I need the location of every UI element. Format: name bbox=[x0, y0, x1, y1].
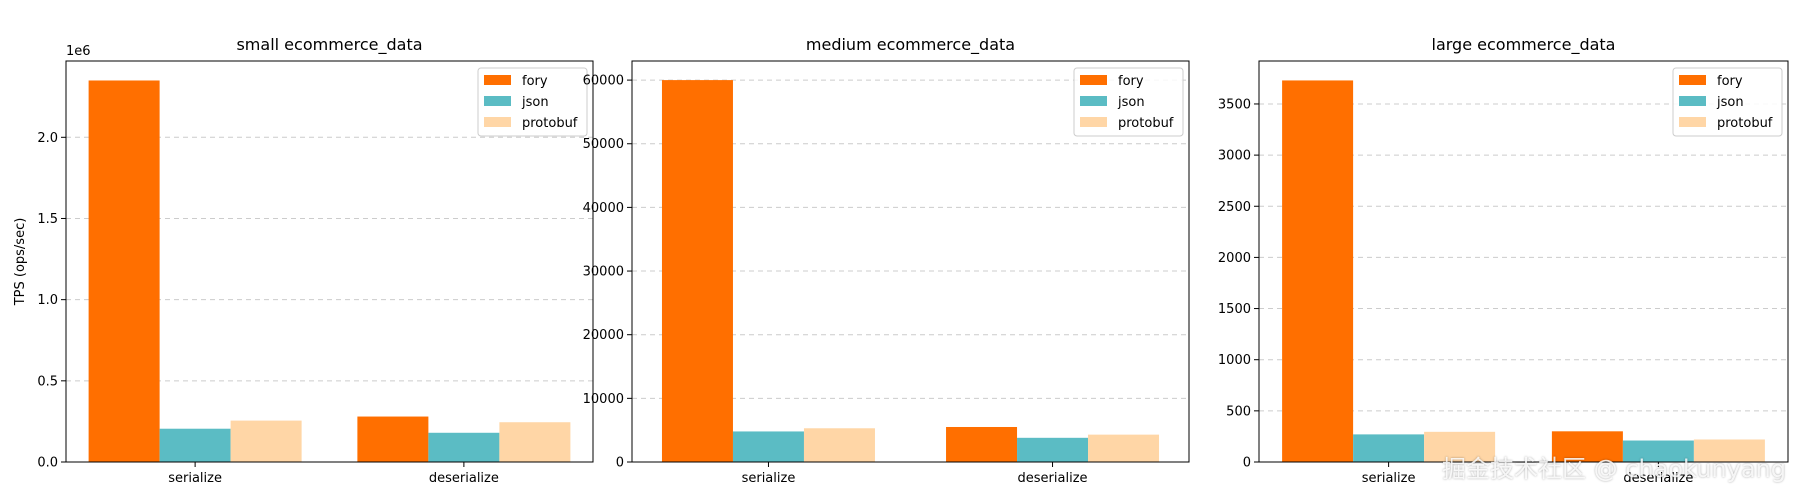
bar-json-deserialize bbox=[428, 432, 500, 462]
y-tick-label: 3500 bbox=[1218, 97, 1251, 112]
axes-frame bbox=[631, 60, 1190, 463]
y-tick-label: 0 bbox=[616, 456, 624, 471]
y-tick-label: 2000 bbox=[1218, 251, 1251, 266]
legend-swatch-protobuf bbox=[484, 117, 511, 127]
legend-label-fory: fory bbox=[1118, 74, 1144, 89]
bar-fory-deserialize bbox=[357, 416, 429, 462]
axes-frame bbox=[65, 60, 594, 463]
y-tick-label: 2500 bbox=[1218, 200, 1251, 215]
chart-title: small ecommerce_data bbox=[236, 35, 422, 55]
bar-json-serialize bbox=[732, 431, 804, 462]
chart-panel-3: serialize deserialize 0 500 1000 1500 2000 2500… bbox=[1218, 35, 1789, 486]
chart-title: medium ecommerce_data bbox=[806, 35, 1015, 55]
legend-swatch-fory bbox=[1679, 75, 1706, 85]
x-tick-label: serialize bbox=[168, 471, 222, 486]
y-tick-label: 1.5 bbox=[37, 212, 58, 227]
legend: fory json protobuf bbox=[477, 67, 588, 137]
bar-json-deserialize bbox=[1622, 440, 1694, 462]
legend-label-protobuf: protobuf bbox=[522, 116, 578, 131]
bar-fory-deserialize bbox=[1551, 431, 1623, 462]
y-offset-text: 1e6 bbox=[66, 44, 91, 59]
y-tick-label: 60000 bbox=[583, 74, 624, 89]
bar-protobuf-serialize bbox=[230, 420, 302, 462]
legend-swatch-protobuf bbox=[1080, 117, 1107, 127]
bar-protobuf-serialize bbox=[803, 428, 875, 462]
legend-label-fory: fory bbox=[1717, 74, 1743, 89]
x-tick-label: deserialize bbox=[429, 471, 499, 486]
legend-swatch-fory bbox=[1080, 75, 1107, 85]
bar-protobuf-deserialize bbox=[1088, 434, 1160, 462]
legend-swatch-json bbox=[484, 96, 511, 106]
legend-label-protobuf: protobuf bbox=[1118, 116, 1174, 131]
bar-fory-serialize bbox=[1282, 80, 1354, 463]
chart-title: large ecommerce_data bbox=[1432, 35, 1616, 55]
legend: fory json protobuf bbox=[1672, 67, 1783, 137]
legend-swatch-json bbox=[1679, 96, 1706, 106]
legend-swatch-json bbox=[1080, 96, 1107, 106]
y-tick-label: 30000 bbox=[583, 265, 624, 280]
y-tick-label: 2.0 bbox=[37, 131, 58, 146]
y-tick-label: 20000 bbox=[583, 328, 624, 343]
legend-label-protobuf: protobuf bbox=[1717, 116, 1773, 131]
y-tick-label: 3000 bbox=[1218, 149, 1251, 164]
legend-swatch-protobuf bbox=[1679, 117, 1706, 127]
y-tick-label: 0 bbox=[1243, 456, 1251, 471]
bar-json-deserialize bbox=[1017, 437, 1089, 462]
axes-frame bbox=[1258, 60, 1789, 463]
x-tick-label: serialize bbox=[742, 471, 796, 486]
chart-panel-1: serialize deserialize 0.0 0.5 1.0 1.5 2.0 1e6 sm… bbox=[13, 35, 594, 486]
chart-panel-2: serialize deserialize 0 10000 20000 30000 4000… bbox=[583, 35, 1190, 486]
bar-json-serialize bbox=[1353, 434, 1425, 462]
y-tick-label: 500 bbox=[1226, 404, 1251, 419]
legend-label-json: json bbox=[521, 95, 549, 110]
y-tick-label: 1500 bbox=[1218, 302, 1251, 317]
bar-protobuf-deserialize bbox=[499, 422, 571, 462]
legend-label-fory: fory bbox=[522, 74, 548, 89]
y-tick-label: 0.0 bbox=[37, 456, 58, 471]
bar-fory-serialize bbox=[661, 80, 733, 462]
legend-swatch-fory bbox=[484, 75, 511, 85]
x-tick-label: deserialize bbox=[1623, 471, 1693, 486]
y-tick-label: 10000 bbox=[583, 392, 624, 407]
x-tick-label: serialize bbox=[1362, 471, 1416, 486]
bar-fory-deserialize bbox=[946, 426, 1018, 462]
bar-protobuf-deserialize bbox=[1693, 439, 1765, 462]
bar-protobuf-serialize bbox=[1424, 431, 1496, 462]
legend: fory json protobuf bbox=[1073, 67, 1184, 137]
x-tick-label: deserialize bbox=[1018, 471, 1088, 486]
y-tick-label: 40000 bbox=[583, 201, 624, 216]
legend-label-json: json bbox=[1716, 95, 1744, 110]
bar-json-serialize bbox=[159, 428, 231, 462]
y-tick-label: 50000 bbox=[583, 137, 624, 152]
bar-fory-serialize bbox=[88, 80, 160, 462]
y-tick-label: 0.5 bbox=[37, 374, 58, 389]
y-tick-label: 1.0 bbox=[37, 293, 58, 308]
legend-label-json: json bbox=[1117, 95, 1145, 110]
y-axis-label: TPS (ops/sec) bbox=[13, 218, 28, 307]
y-tick-label: 1000 bbox=[1218, 353, 1251, 368]
